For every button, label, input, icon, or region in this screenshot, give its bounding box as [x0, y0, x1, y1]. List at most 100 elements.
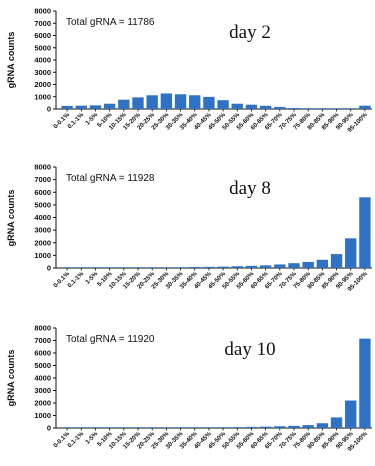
total-grna-annotation: Total gRNA = 11928 — [66, 173, 155, 184]
bar — [259, 105, 272, 109]
y-tick-label: 0 — [47, 424, 51, 433]
y-tick-label: 5000 — [34, 200, 51, 209]
bar — [345, 238, 357, 268]
bar — [231, 427, 243, 429]
bar — [302, 425, 314, 429]
x-tick-label: 0.1-1% — [66, 111, 85, 130]
y-tick-label: 4000 — [34, 213, 51, 222]
bar — [274, 106, 286, 109]
bar — [61, 105, 73, 109]
bar — [302, 108, 314, 109]
bar — [259, 426, 272, 429]
y-tick-label: 8000 — [34, 163, 51, 172]
y-tick-label: 2000 — [34, 238, 51, 247]
bar — [75, 105, 87, 109]
bar — [231, 103, 243, 109]
chart-title: day 10 — [224, 339, 275, 360]
bar — [203, 96, 215, 109]
chart-panel-2: gRNA counts 0 1000 2000 3000 4000 5000 6000 7000… — [6, 163, 372, 293]
bar — [132, 267, 144, 268]
bar — [118, 427, 130, 428]
bar — [245, 104, 258, 109]
bar — [345, 400, 357, 428]
bar — [89, 427, 102, 428]
bar — [274, 264, 286, 268]
bar — [316, 259, 329, 268]
bar — [103, 267, 116, 268]
chart-panel-3: gRNA counts 0 1000 2000 3000 4000 5000 6000 7000… — [6, 324, 372, 453]
bar — [345, 108, 357, 109]
bar — [61, 267, 73, 268]
chart-title: day 2 — [229, 22, 271, 43]
bar — [160, 427, 173, 428]
bar — [359, 338, 371, 429]
bar — [160, 93, 173, 109]
y-tick-label: 6000 — [34, 349, 51, 358]
bar — [146, 427, 158, 428]
bar — [245, 426, 258, 429]
bar — [217, 427, 229, 428]
bar — [288, 108, 300, 109]
chart-panel-1: gRNA counts 0 1000 2000 3000 4000 5000 6000 7000… — [6, 7, 372, 134]
bar — [132, 427, 144, 428]
y-axis-label: gRNA counts — [6, 32, 16, 89]
y-tick-label: 7000 — [34, 19, 51, 28]
bar — [288, 263, 300, 268]
bar — [189, 427, 201, 428]
y-tick-label: 8000 — [34, 324, 51, 333]
y-tick-label: 3000 — [34, 386, 51, 395]
y-tick-label: 0 — [47, 264, 51, 273]
bar — [75, 427, 87, 428]
y-tick-label: 4000 — [34, 374, 51, 383]
bar — [174, 267, 187, 268]
bar — [118, 99, 130, 109]
bar — [174, 94, 187, 109]
bar — [160, 267, 173, 268]
bar — [330, 417, 343, 429]
y-tick-label: 7000 — [34, 336, 51, 345]
x-tick-label: 0.1-1% — [66, 430, 85, 449]
y-tick-label: 7000 — [34, 175, 51, 184]
bar — [174, 427, 187, 428]
y-tick-label: 6000 — [34, 31, 51, 40]
bar — [203, 266, 215, 268]
y-tick-label: 6000 — [34, 188, 51, 197]
bar — [359, 105, 371, 109]
y-tick-label: 1000 — [34, 411, 51, 420]
bar — [103, 103, 116, 109]
bar — [330, 254, 343, 268]
y-tick-label: 2000 — [34, 80, 51, 89]
total-grna-annotation: Total gRNA = 11920 — [66, 334, 155, 345]
y-tick-label: 5000 — [34, 43, 51, 52]
bar — [274, 426, 286, 428]
bar — [75, 267, 87, 268]
bar — [146, 267, 158, 268]
chart-title: day 8 — [229, 178, 271, 199]
bar — [330, 108, 343, 109]
bar — [203, 427, 215, 428]
bar — [61, 427, 73, 428]
bar — [316, 108, 329, 109]
bar — [217, 100, 229, 109]
bar — [189, 95, 201, 109]
total-grna-annotation: Total gRNA = 11786 — [66, 17, 155, 28]
y-tick-label: 5000 — [34, 361, 51, 370]
y-tick-label: 1000 — [34, 251, 51, 260]
bar — [103, 427, 116, 428]
bar — [132, 97, 144, 109]
bar — [316, 423, 329, 428]
y-tick-label: 4000 — [34, 56, 51, 65]
bar — [359, 197, 371, 268]
bar — [259, 265, 272, 268]
bar — [302, 261, 314, 268]
y-tick-label: 0 — [47, 105, 51, 114]
y-tick-label: 2000 — [34, 399, 51, 408]
x-tick-label: 0.1-1% — [66, 270, 85, 289]
bar — [288, 425, 300, 429]
bar — [231, 266, 243, 268]
bar — [217, 266, 229, 268]
y-axis-label: gRNA counts — [6, 350, 16, 407]
y-tick-label: 3000 — [34, 68, 51, 77]
